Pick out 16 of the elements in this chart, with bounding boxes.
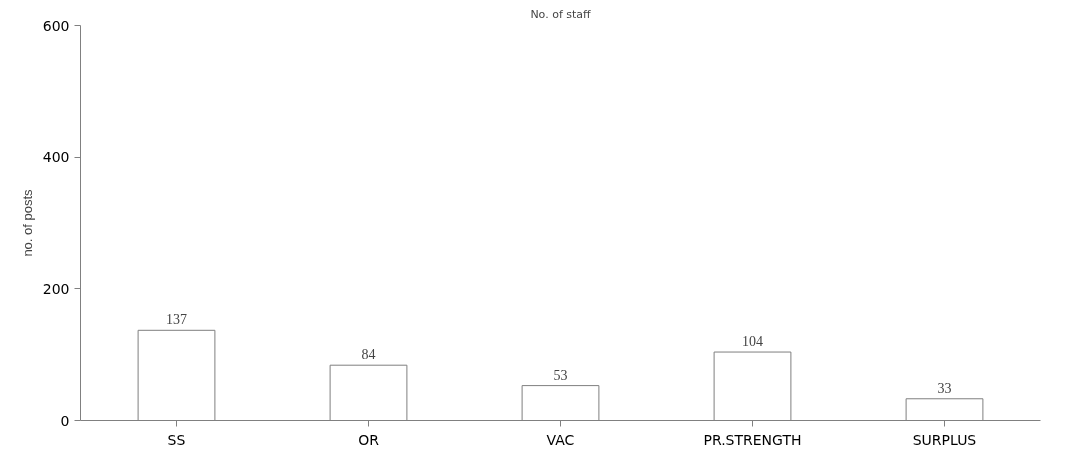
x-tick-label: OR	[358, 431, 380, 448]
y-axis-title: no. of posts	[19, 188, 35, 257]
data-label: 53	[553, 367, 568, 383]
y-tick-label: 200	[42, 280, 70, 297]
x-tick-label: PR.STRENGTH	[703, 431, 802, 448]
y-tick-label: 600	[42, 17, 70, 34]
x-tick-label: SURPLUS	[912, 431, 977, 448]
x-tick-label: VAC	[546, 431, 575, 448]
data-label: 104	[742, 334, 763, 350]
data-label: 33	[937, 380, 952, 396]
chart-title: No. of staff	[530, 7, 592, 21]
y-tick-label: 0	[60, 412, 70, 429]
data-label: 137	[166, 312, 187, 328]
x-tick-label: SS	[167, 431, 186, 448]
y-tick-label: 400	[42, 149, 70, 166]
data-label: 84	[361, 347, 376, 363]
